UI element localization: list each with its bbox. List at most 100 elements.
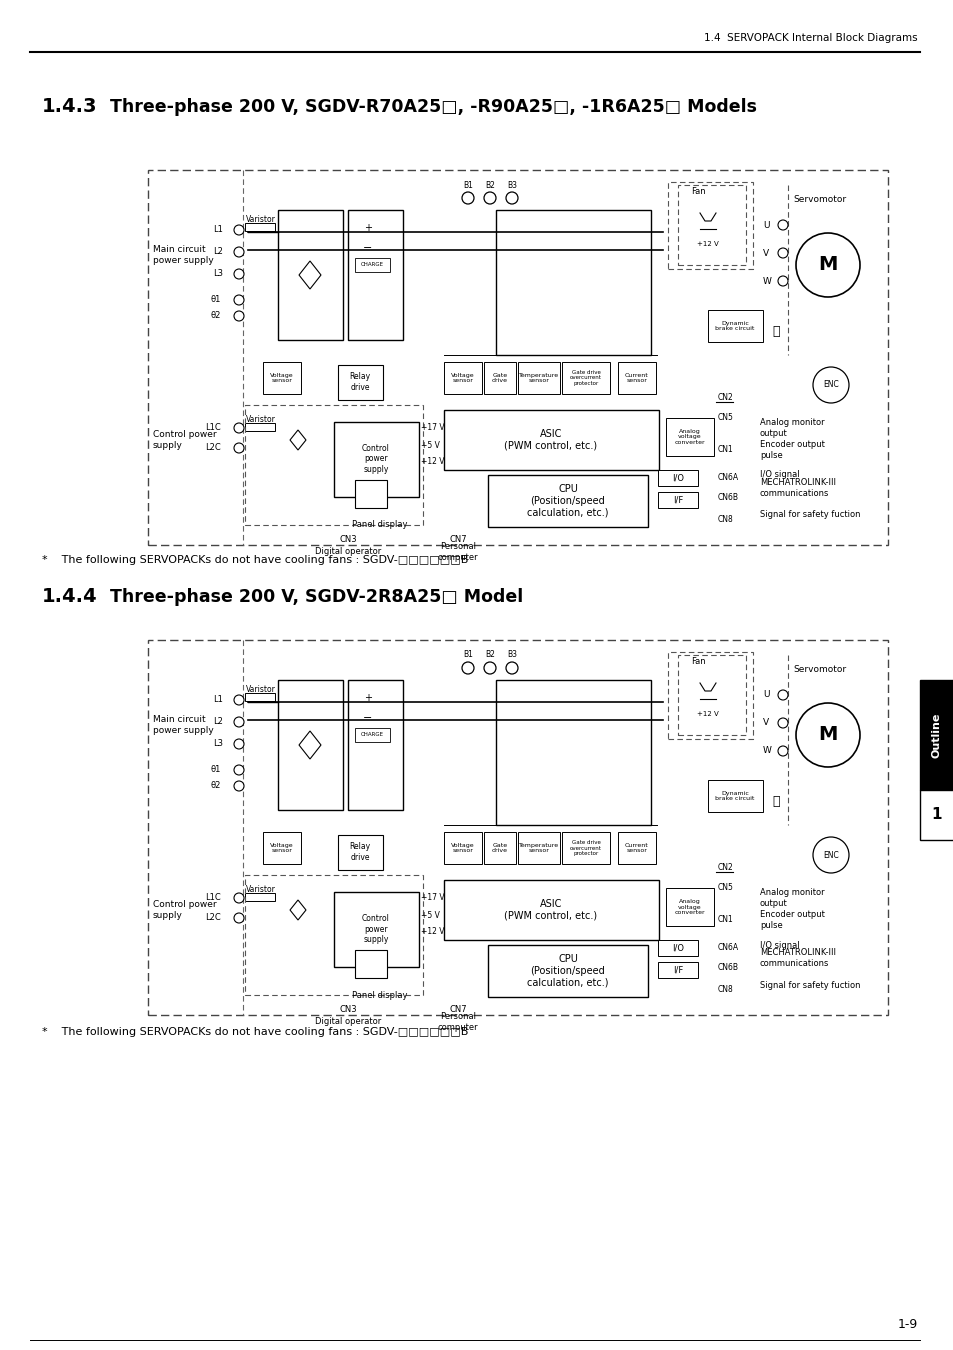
Bar bbox=[334, 423, 418, 497]
Circle shape bbox=[461, 662, 474, 674]
Bar bbox=[483, 832, 516, 864]
Text: L2C: L2C bbox=[205, 444, 221, 452]
Circle shape bbox=[778, 718, 787, 728]
Text: CN6B: CN6B bbox=[718, 494, 739, 502]
Polygon shape bbox=[298, 730, 320, 759]
Bar bbox=[245, 223, 274, 231]
Bar bbox=[658, 470, 698, 486]
Text: Varistor: Varistor bbox=[246, 686, 275, 694]
Text: CN1: CN1 bbox=[718, 446, 733, 455]
Text: U: U bbox=[762, 220, 769, 230]
Bar bbox=[483, 362, 516, 394]
Bar bbox=[148, 640, 887, 1015]
Text: Analog
voltage
converter: Analog voltage converter bbox=[674, 429, 704, 446]
Text: MECHATROLINK-III
communications: MECHATROLINK-III communications bbox=[760, 478, 835, 498]
Bar bbox=[561, 362, 609, 394]
Bar bbox=[919, 790, 953, 840]
Circle shape bbox=[233, 765, 244, 775]
Bar bbox=[667, 182, 752, 269]
Circle shape bbox=[778, 220, 787, 230]
Text: B1: B1 bbox=[462, 181, 473, 189]
Text: 1-9: 1-9 bbox=[897, 1319, 917, 1331]
Text: L1: L1 bbox=[213, 695, 223, 705]
Circle shape bbox=[233, 717, 244, 728]
Circle shape bbox=[812, 367, 848, 404]
Bar bbox=[245, 892, 274, 900]
Text: Analog monitor
output: Analog monitor output bbox=[760, 418, 823, 437]
Bar bbox=[658, 940, 698, 956]
Bar bbox=[355, 258, 390, 271]
Circle shape bbox=[233, 225, 244, 235]
Circle shape bbox=[795, 703, 859, 767]
Text: U: U bbox=[762, 690, 769, 699]
Text: V: V bbox=[762, 248, 768, 258]
Text: Digital operator: Digital operator bbox=[314, 1018, 381, 1026]
Text: CN8: CN8 bbox=[718, 516, 733, 525]
Text: Encoder output
pulse: Encoder output pulse bbox=[760, 910, 824, 930]
Bar bbox=[496, 211, 650, 355]
Text: CN2: CN2 bbox=[718, 393, 733, 402]
Text: Current
sensor: Current sensor bbox=[624, 842, 648, 853]
Text: 1.4.3: 1.4.3 bbox=[42, 97, 97, 116]
Bar bbox=[355, 950, 387, 977]
Text: Outline: Outline bbox=[931, 713, 941, 757]
Bar bbox=[337, 836, 382, 869]
Text: Servomotor: Servomotor bbox=[792, 666, 845, 675]
Text: I/O: I/O bbox=[671, 474, 683, 482]
Circle shape bbox=[233, 892, 244, 903]
Text: Main circuit
power supply: Main circuit power supply bbox=[152, 246, 213, 265]
Bar bbox=[561, 832, 609, 864]
Circle shape bbox=[483, 192, 496, 204]
Bar bbox=[443, 832, 481, 864]
Circle shape bbox=[233, 423, 244, 433]
Text: Control
power
supply: Control power supply bbox=[362, 444, 390, 474]
Text: CN6A: CN6A bbox=[718, 944, 739, 953]
Text: Control power
supply: Control power supply bbox=[152, 900, 216, 919]
Text: +12 V: +12 V bbox=[697, 242, 719, 247]
Text: Relay
drive: Relay drive bbox=[349, 842, 370, 861]
Text: B3: B3 bbox=[506, 181, 517, 189]
Text: CN3: CN3 bbox=[339, 1006, 356, 1014]
Bar bbox=[355, 481, 387, 508]
Circle shape bbox=[233, 738, 244, 749]
Bar bbox=[658, 491, 698, 508]
Bar bbox=[678, 655, 745, 734]
Text: +17 V: +17 V bbox=[420, 424, 444, 432]
Polygon shape bbox=[298, 261, 320, 289]
Text: Temperature
sensor: Temperature sensor bbox=[518, 842, 558, 853]
Text: 1.4.4: 1.4.4 bbox=[42, 587, 97, 606]
Bar bbox=[496, 680, 650, 825]
Circle shape bbox=[795, 234, 859, 297]
Text: Signal for safety fuction: Signal for safety fuction bbox=[760, 510, 860, 520]
Text: L1C: L1C bbox=[205, 894, 221, 903]
Text: Encoder output
pulse: Encoder output pulse bbox=[760, 440, 824, 460]
Text: Panel display: Panel display bbox=[352, 991, 407, 999]
Circle shape bbox=[778, 747, 787, 756]
Bar bbox=[148, 170, 887, 545]
Text: Fan: Fan bbox=[690, 188, 704, 197]
Text: Three-phase 200 V, SGDV-2R8A25□ Model: Three-phase 200 V, SGDV-2R8A25□ Model bbox=[110, 589, 522, 606]
Text: CHARGE: CHARGE bbox=[360, 262, 383, 267]
Text: Main circuit
power supply: Main circuit power supply bbox=[152, 716, 213, 734]
Text: Temperature
sensor: Temperature sensor bbox=[518, 373, 558, 383]
Circle shape bbox=[812, 837, 848, 873]
Bar bbox=[277, 211, 343, 340]
Text: L3: L3 bbox=[213, 270, 223, 278]
Text: Servomotor: Servomotor bbox=[792, 196, 845, 204]
Text: ENC: ENC bbox=[822, 850, 838, 860]
Text: CN3: CN3 bbox=[339, 536, 356, 544]
Bar bbox=[245, 875, 422, 995]
Text: Varistor: Varistor bbox=[246, 886, 275, 895]
Text: CN1: CN1 bbox=[718, 915, 733, 925]
Text: Analog
voltage
converter: Analog voltage converter bbox=[674, 899, 704, 915]
Text: Gate
drive: Gate drive bbox=[492, 373, 507, 383]
Text: θ1: θ1 bbox=[211, 765, 221, 775]
Text: L3: L3 bbox=[213, 740, 223, 748]
Text: CN2: CN2 bbox=[718, 864, 733, 872]
Text: θ2: θ2 bbox=[211, 312, 221, 320]
Text: +12 V: +12 V bbox=[420, 458, 444, 467]
Text: CN5: CN5 bbox=[718, 883, 733, 892]
Text: CN6A: CN6A bbox=[718, 474, 739, 482]
Circle shape bbox=[461, 192, 474, 204]
Bar bbox=[618, 832, 656, 864]
